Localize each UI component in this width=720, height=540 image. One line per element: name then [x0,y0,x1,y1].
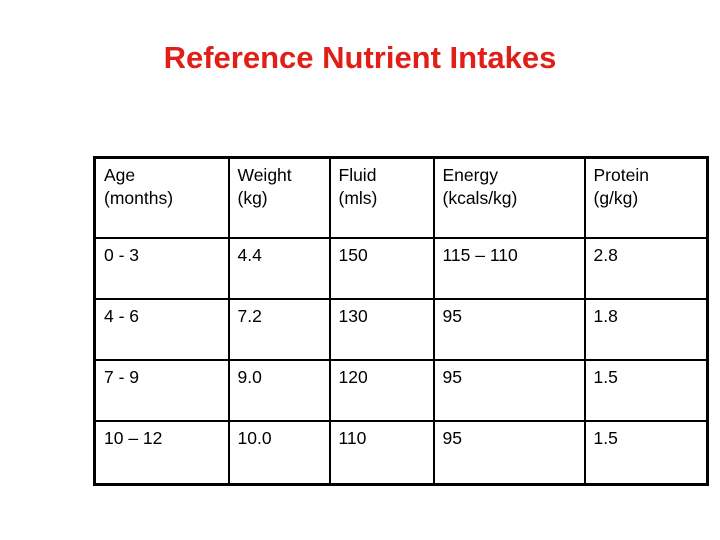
cell-energy: 95 [432,358,586,422]
cell-energy: 95 [432,419,586,486]
cell-weight: 4.4 [227,236,331,300]
cell-fluid: 130 [328,297,435,361]
header-fluid: Fluid (mls) [328,156,435,239]
cell-age: 7 - 9 [93,358,230,422]
cell-age: 4 - 6 [93,297,230,361]
header-energy: Energy (kcals/kg) [432,156,586,239]
cell-fluid: 150 [328,236,435,300]
header-age: Age (months) [93,156,230,239]
cell-age: 0 - 3 [93,236,230,300]
header-protein: Protein (g/kg) [583,156,709,239]
cell-protein: 1.5 [583,358,709,422]
slide-title: Reference Nutrient Intakes [163,40,557,75]
cell-weight: 9.0 [227,358,331,422]
table-row: 10 – 12 10.0 110 95 1.5 [93,419,709,486]
table-row: 4 - 6 7.2 130 95 1.8 [93,297,709,361]
cell-fluid: 110 [328,419,435,486]
cell-protein: 1.5 [583,419,709,486]
table-row: 7 - 9 9.0 120 95 1.5 [93,358,709,422]
header-weight: Weight (kg) [227,156,331,239]
nutrient-intake-table: Age (months) Weight (kg) Fluid (mls) Ene… [93,156,709,486]
table-row: 0 - 3 4.4 150 115 – 110 2.8 [93,236,709,300]
cell-weight: 7.2 [227,297,331,361]
cell-fluid: 120 [328,358,435,422]
cell-energy: 115 – 110 [432,236,586,300]
cell-age: 10 – 12 [93,419,230,486]
table-header-row: Age (months) Weight (kg) Fluid (mls) Ene… [93,156,709,239]
cell-weight: 10.0 [227,419,331,486]
cell-protein: 1.8 [583,297,709,361]
cell-protein: 2.8 [583,236,709,300]
cell-energy: 95 [432,297,586,361]
